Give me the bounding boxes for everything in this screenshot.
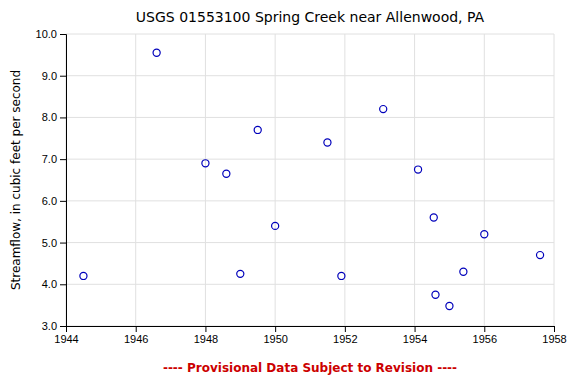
tick-label: 8.0 — [42, 111, 57, 123]
tick-label: 1950 — [263, 333, 287, 345]
tick: 1956 — [473, 326, 497, 345]
point — [446, 302, 453, 309]
grid-line — [66, 200, 554, 201]
grid-line — [66, 242, 554, 243]
tick-mark — [60, 201, 66, 202]
grid — [66, 34, 554, 326]
grid-line — [66, 284, 554, 285]
grid-line — [66, 34, 554, 35]
tick-mark — [415, 326, 416, 332]
grid-line — [414, 34, 415, 326]
grid-line — [344, 34, 345, 326]
tick: 4.0 — [42, 278, 66, 290]
grid-line — [66, 117, 554, 118]
tick: 1948 — [194, 326, 218, 345]
tick-label: 1954 — [403, 333, 427, 345]
tick-mark — [60, 117, 66, 118]
point — [202, 160, 209, 167]
tick-mark — [60, 284, 66, 285]
tick: 8.0 — [42, 111, 66, 123]
tick: 1954 — [403, 326, 427, 345]
chart: 1944 1946 1948 1950 1952 1954 1956 1958 3.0 4.0 5.… — [0, 0, 576, 384]
point — [153, 49, 160, 56]
x-axis: 1944 1946 1948 1950 1952 1954 1956 1958 — [54, 326, 566, 345]
grid-line — [484, 34, 485, 326]
tick-label: 1958 — [542, 333, 566, 345]
axis-line — [60, 35, 67, 327]
point — [414, 166, 421, 173]
grid-line — [554, 34, 555, 326]
tick-mark — [60, 243, 66, 244]
point — [324, 139, 331, 146]
tick: 6.0 — [42, 195, 66, 207]
tick-label: 1952 — [333, 333, 357, 345]
tick-label: 5.0 — [42, 237, 57, 249]
point — [432, 291, 439, 298]
tick-label: 9.0 — [42, 70, 57, 82]
plot-area: 1944 1946 1948 1950 1952 1954 1956 1958 3.0 4.0 5.… — [36, 28, 567, 345]
y-axis-title: Streamflow, in cubic feet per second — [9, 70, 23, 290]
tick-label: 1946 — [124, 333, 148, 345]
tick: 7.0 — [42, 153, 66, 165]
tick-label: 3.0 — [42, 320, 57, 332]
tick: 3.0 — [42, 320, 66, 332]
grid-line — [135, 34, 136, 326]
points — [80, 49, 544, 309]
point — [536, 252, 543, 259]
point — [254, 126, 261, 133]
tick-label: 4.0 — [42, 278, 57, 290]
y-axis: 3.0 4.0 5.0 6.0 7.0 8.0 9.0 10.0 — [36, 28, 67, 332]
point — [237, 270, 244, 277]
point — [80, 272, 87, 279]
annotation: ---- Provisional Data Subject to Revisio… — [163, 361, 457, 375]
tick-label: 1944 — [54, 333, 78, 345]
grid-line — [66, 159, 554, 160]
tick: 1944 — [54, 326, 78, 345]
tick-mark — [345, 326, 346, 332]
title: USGS 01553100 Spring Creek near Allenwoo… — [136, 9, 485, 25]
point — [380, 106, 387, 113]
tick-mark — [60, 159, 66, 160]
grid-line — [275, 34, 276, 326]
tick: 1952 — [333, 326, 357, 345]
tick: 10.0 — [36, 28, 66, 40]
point — [272, 222, 279, 229]
tick-label: 10.0 — [36, 28, 57, 40]
tick: 9.0 — [42, 70, 66, 82]
tick-mark — [136, 326, 137, 332]
tick: 1958 — [542, 326, 566, 345]
tick-mark — [60, 326, 66, 327]
point — [338, 272, 345, 279]
tick-label: 6.0 — [42, 195, 57, 207]
point — [223, 170, 230, 177]
point — [430, 214, 437, 221]
tick: 5.0 — [42, 237, 66, 249]
grid-line — [205, 34, 206, 326]
point — [460, 268, 467, 275]
tick-mark — [205, 326, 206, 332]
tick: 1950 — [263, 326, 287, 345]
tick: 1946 — [124, 326, 148, 345]
tick-mark — [60, 34, 66, 35]
tick-mark — [554, 326, 555, 332]
grid-line — [66, 75, 554, 76]
tick-mark — [60, 76, 66, 77]
tick-label: 1948 — [194, 333, 218, 345]
tick-mark — [275, 326, 276, 332]
tick-mark — [484, 326, 485, 332]
tick-label: 7.0 — [42, 153, 57, 165]
point — [481, 231, 488, 238]
axis-line — [67, 327, 555, 333]
tick-label: 1956 — [473, 333, 497, 345]
